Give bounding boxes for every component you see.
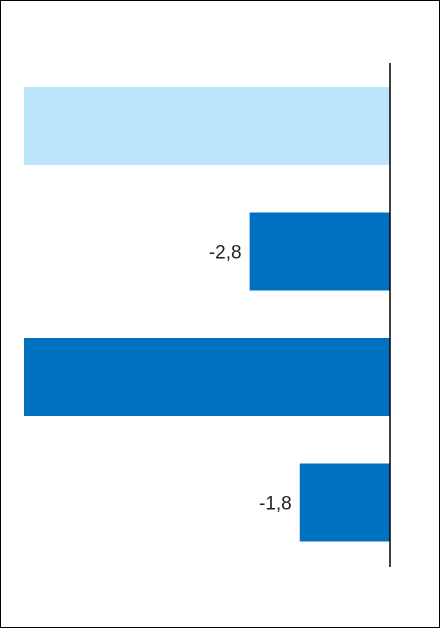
bar-4-value-label: -1,8: [259, 494, 292, 515]
bar-4: [299, 463, 390, 542]
bar-3: [24, 338, 390, 416]
bar-1: [24, 87, 390, 165]
bar-2-value-label: -2,8: [209, 243, 242, 264]
bar-2: [249, 212, 390, 291]
